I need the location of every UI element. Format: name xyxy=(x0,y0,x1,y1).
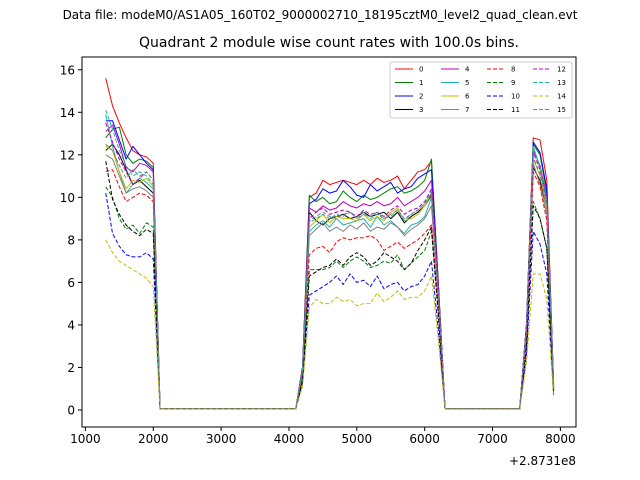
legend-label-10: 10 xyxy=(511,93,520,101)
legend-label-1: 1 xyxy=(419,79,423,87)
series-line-6 xyxy=(105,145,555,410)
x-tick-label: 4000 xyxy=(274,432,305,446)
y-tick-label: 0 xyxy=(67,403,75,417)
y-tick-label: 16 xyxy=(60,63,75,77)
series-line-5 xyxy=(105,114,555,410)
series-line-15 xyxy=(105,143,555,410)
legend-label-7: 7 xyxy=(465,106,469,114)
y-tick-label: 14 xyxy=(60,106,75,120)
x-tick-label: 3000 xyxy=(206,432,237,446)
x-axis: 1000 2000 3000 4000 5000 6000 7000 8000 xyxy=(70,427,576,446)
legend-label-11: 11 xyxy=(511,106,520,114)
series-line-11 xyxy=(105,161,555,410)
legend-label-15: 15 xyxy=(557,106,566,114)
legend-label-8: 8 xyxy=(511,66,515,74)
chart-title: Quadrant 2 module wise count rates with … xyxy=(139,35,519,51)
y-tick-label: 12 xyxy=(60,148,75,162)
legend-label-13: 13 xyxy=(557,79,566,87)
legend-label-3: 3 xyxy=(419,106,423,114)
y-tick-label: 4 xyxy=(67,318,75,332)
x-offset-label: +2.8731e8 xyxy=(509,454,576,468)
series-line-10 xyxy=(105,193,555,410)
legend-label-4: 4 xyxy=(465,66,470,74)
x-tick-label: 8000 xyxy=(545,432,576,446)
legend-label-2: 2 xyxy=(419,93,423,101)
axes-frame xyxy=(81,56,577,428)
series-line-12 xyxy=(105,122,555,410)
y-tick-label: 6 xyxy=(67,276,75,290)
y-tick-label: 2 xyxy=(67,361,75,375)
legend-label-0: 0 xyxy=(419,66,423,74)
series-line-3 xyxy=(105,143,555,410)
legend-label-9: 9 xyxy=(511,79,515,87)
series-line-1 xyxy=(105,126,555,410)
series-line-13 xyxy=(105,109,555,410)
legend-box xyxy=(389,61,573,119)
series-line-14 xyxy=(105,239,555,410)
legend-label-14: 14 xyxy=(557,93,566,101)
series-line-8 xyxy=(105,169,555,410)
x-tick-label: 5000 xyxy=(342,432,373,446)
series-line-0 xyxy=(105,78,555,410)
legend-label-6: 6 xyxy=(465,93,470,101)
series-line-9 xyxy=(105,186,555,410)
x-tick-label: 1000 xyxy=(70,432,101,446)
y-axis: 0 2 4 6 8 10 12 14 16 xyxy=(60,63,82,417)
y-tick-label: 10 xyxy=(60,191,75,205)
x-tick-label: 6000 xyxy=(409,432,440,446)
legend-label-12: 12 xyxy=(557,66,566,74)
x-tick-label: 7000 xyxy=(477,432,508,446)
figure-suptitle: Data file: modeM0/AS1A05_160T02_90000027… xyxy=(62,8,578,22)
legend-label-5: 5 xyxy=(465,79,469,87)
plot-lines xyxy=(105,78,555,410)
x-tick-label: 2000 xyxy=(138,432,169,446)
y-tick-label: 8 xyxy=(67,233,75,247)
